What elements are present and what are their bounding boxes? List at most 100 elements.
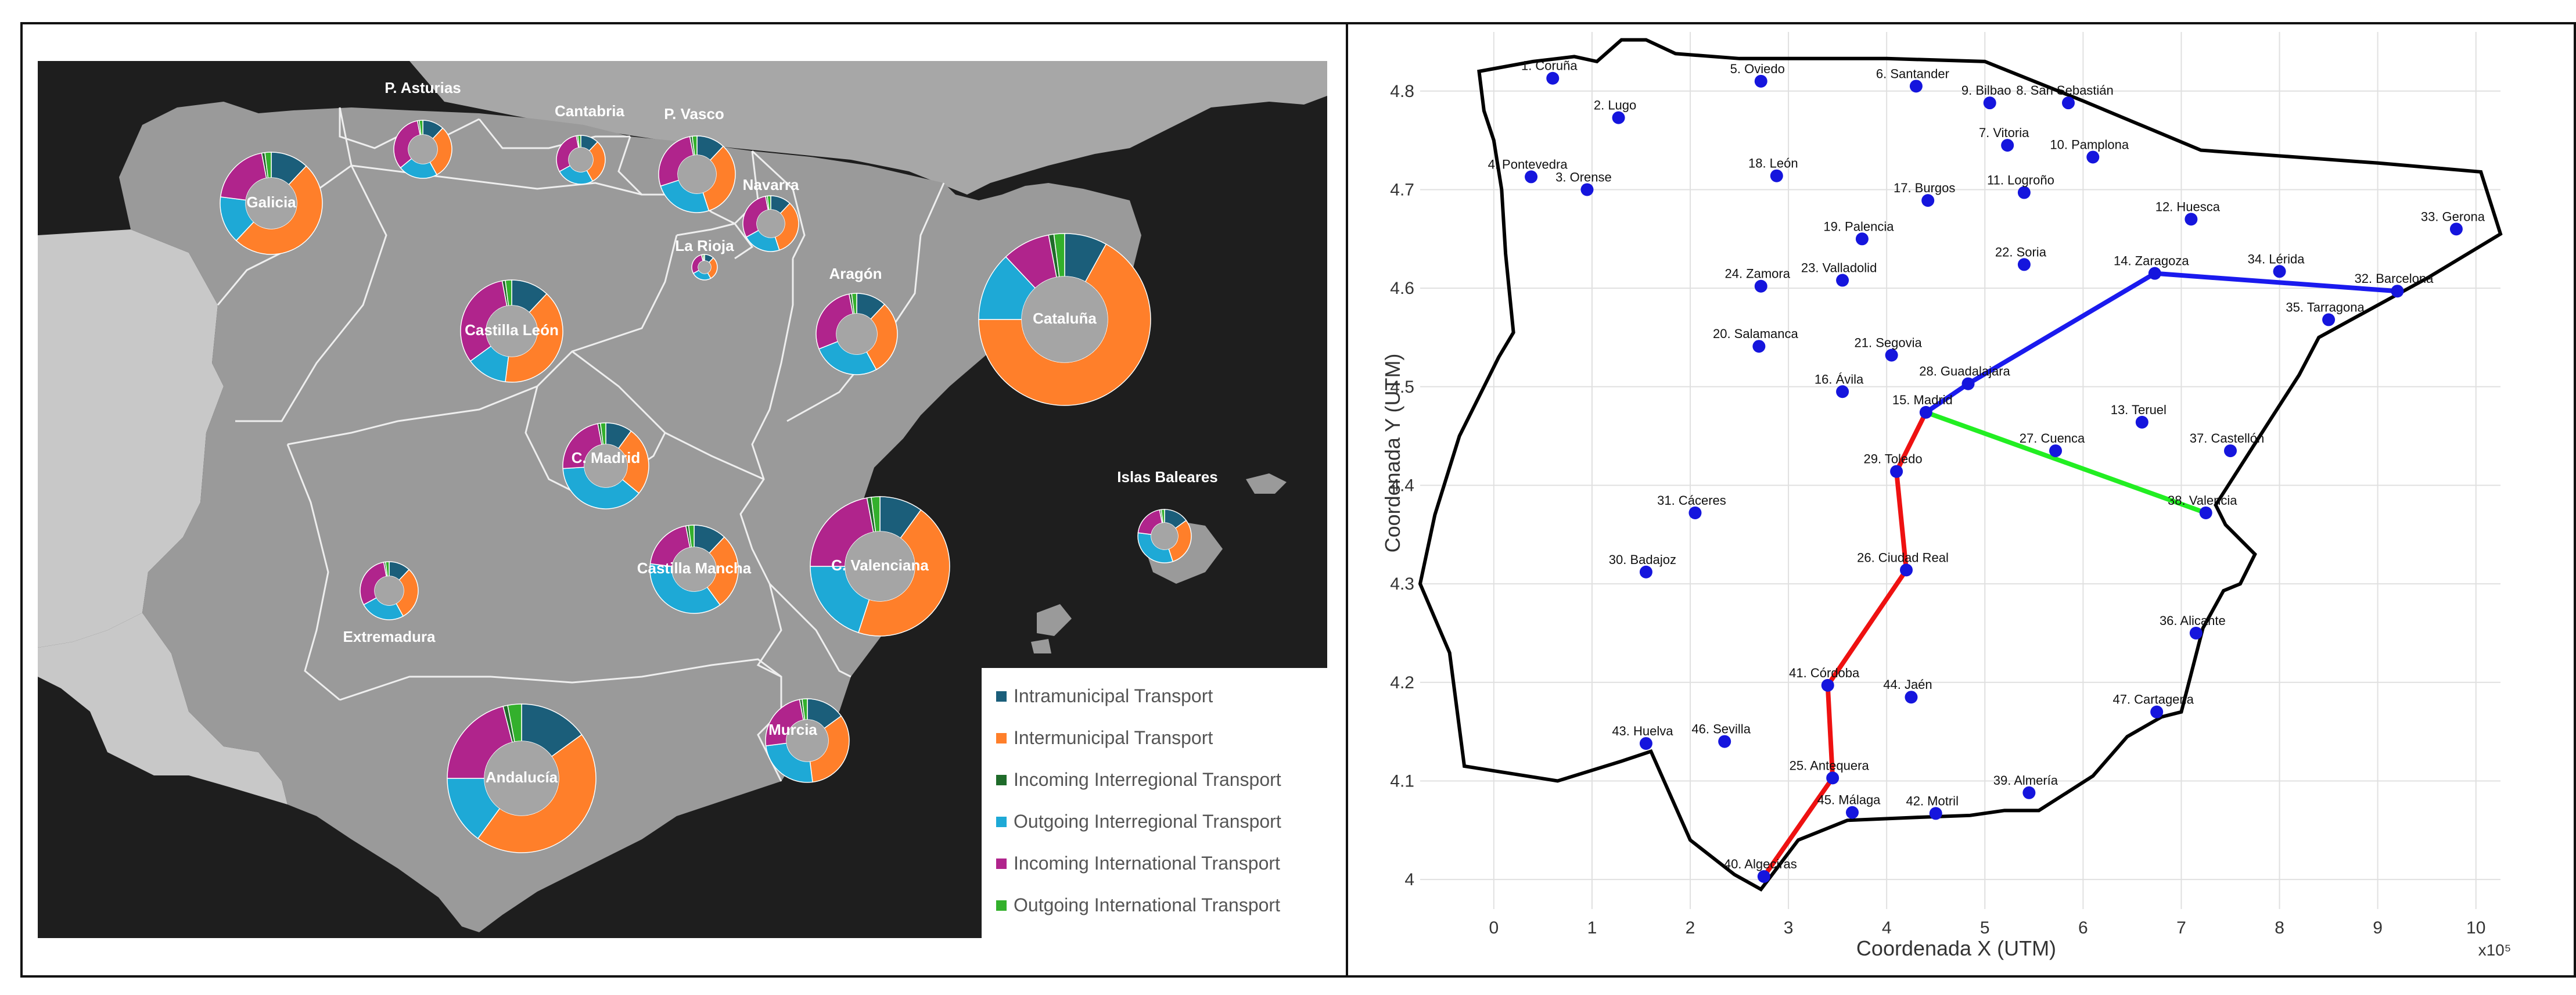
city-label: 29. Toledo [1864,452,1923,466]
donut-hole [845,531,915,601]
legend-box [982,668,1327,938]
city-point [2062,96,2075,110]
city-label: 34. Lérida [2248,252,2305,266]
city-label: 28. Guadalajara [1919,364,2010,379]
city-point [1639,565,1652,579]
grid-layer [1420,32,2500,909]
city-label: 4. Pontevedra [1488,157,1568,171]
route-blue [1924,271,2398,415]
donut-valenciana [810,496,950,637]
y-tick-label: 4.6 [1390,279,1414,298]
x-tick-label: 5 [1980,918,1990,937]
city-label: 12. Huesca [2155,199,2221,214]
y-tick-label: 4.3 [1390,574,1414,594]
x-tick-label: 8 [2275,918,2284,937]
x-tick-label: 6 [2078,918,2088,937]
label-asturias: P. Asturias [385,79,461,96]
city-point [2185,213,2198,226]
city-point [2224,444,2237,458]
label-cataluna: Cataluña [1033,310,1097,327]
city-label: 35. Tarragona [2286,300,2365,314]
city-label: 3. Orense [1555,170,1612,184]
y-tick-label: 4.4 [1390,476,1414,495]
city-point [2199,506,2212,519]
city-label: 14. Zaragoza [2114,254,2189,268]
donut-hole [584,444,627,487]
legend-swatch-outgoing-interregional [996,817,1007,827]
y-tick-label: 4.1 [1390,771,1414,791]
city-label: 15. Madrid [1892,393,1953,407]
route-red [1762,411,1928,878]
city-label: 33. Gerona [2421,209,2485,224]
city-label: 36. Alicante [2160,613,2226,628]
label-castilla-leon: Castilla León [465,321,559,339]
city-label: 26. Ciudad Real [1857,550,1949,565]
legend-swatch-incoming-international [996,858,1007,869]
city-point [1900,563,1913,577]
y-tick-label: 4.5 [1390,378,1414,397]
route-layer [1762,271,2398,878]
donut-hole [246,178,297,229]
utm-network-plot: 0 1 2 3 4 5 6 7 8 9 10 4 4.1 4.2 4.3 4.4 4.5 4.6 4.7 4.8 1.… [1365,26,2527,973]
label-la-rioja: La Rioja [675,237,734,254]
legend-swatch-outgoing-international [996,900,1007,911]
donut-madrid [562,422,649,509]
city-point [2150,705,2164,719]
city-label: 10. Pamplona [2050,137,2129,152]
label-pais-vasco: P. Vasco [664,105,724,123]
city-label: 44. Jaén [1883,677,1932,692]
donut-slice-outgoing-international [702,254,705,261]
city-label: 5. Oviedo [1730,62,1785,76]
city-point [1983,96,1996,110]
route-green [1925,410,2207,515]
city-label: 41. Córdoba [1789,666,1860,680]
donut-asturias [393,120,452,179]
city-label: 38. Valencia [2168,493,2237,508]
x-tick-label: 1 [1587,918,1597,937]
donut-baleares [1137,509,1192,563]
city-point [1752,340,1766,353]
city-point [1909,80,1923,93]
x-tick-label: 2 [1686,918,1695,937]
donut-la-rioja [691,254,718,281]
city-point [1921,194,1935,207]
legend-swatch-intramunicipal [996,691,1007,702]
city-point [1525,170,1538,184]
city-point [2189,626,2203,640]
legend-swatch-incoming-interregional [996,775,1007,785]
x-tick-label: 4 [1882,918,1892,937]
city-label: 31. Cáceres [1657,493,1726,508]
city-label: 16. Ávila [1815,372,1864,386]
donut-castilla-mancha [649,525,739,614]
city-label: 25. Antequera [1790,758,1870,773]
city-point [1836,385,1849,398]
donut-hole [672,547,716,591]
city-point [2022,786,2036,799]
figure-frame [20,22,2576,978]
x-tick-label: 10 [2466,918,2485,937]
city-point [2017,186,2031,199]
x-tick-label: 3 [1784,918,1794,937]
spain-boundary [1418,38,2503,892]
city-point [1580,183,1594,196]
x-axis-label: Coordenada X (UTM) [1856,936,2056,960]
label-aragon: Aragón [829,265,882,282]
label-galicia: Galicia [246,193,296,211]
city-label: 8. San Sebastián [2016,83,2114,98]
city-label: 17. Burgos [1894,181,1955,195]
city-point [1919,405,1932,419]
donut-hole [698,261,711,274]
ibiza-land [1037,604,1072,636]
label-madrid: C. Madrid [572,449,640,466]
city-point [1688,506,1702,519]
label-baleares: Islas Baleares [1117,468,1217,486]
region-labels: Galicia Navarra La Rioja Cataluña Castil… [246,79,1217,786]
city-label: 40. Algeciras [1724,857,1797,871]
donut-hole [375,576,404,605]
label-extremadura: Extremadura [343,628,436,645]
donut-hole [408,135,437,164]
city-point [1639,737,1652,750]
city-label: 1. Coruña [1521,59,1578,73]
spain-donut-map: Galicia Navarra La Rioja Cataluña Castil… [38,61,1327,938]
